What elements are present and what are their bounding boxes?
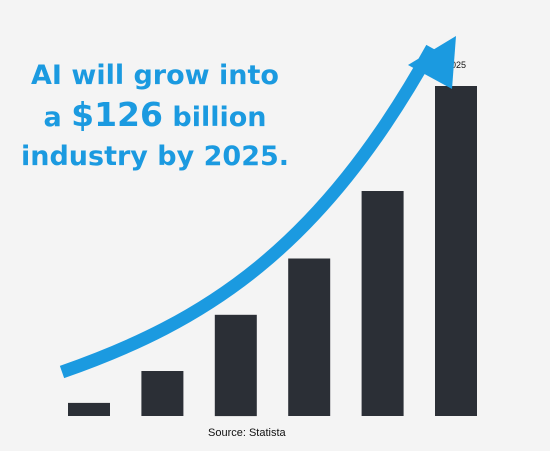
bar-2 bbox=[141, 371, 184, 416]
bar-4 bbox=[288, 258, 331, 416]
bar-5 bbox=[361, 191, 404, 416]
bar-1 bbox=[68, 402, 110, 416]
bar-label-6: 2025 bbox=[446, 60, 466, 70]
headline-line-3: industry by 2025. bbox=[20, 141, 290, 172]
headline-line-2-prefix: a bbox=[43, 102, 72, 133]
headline-line-2-suffix: billion bbox=[162, 102, 267, 133]
bars-group bbox=[68, 86, 477, 417]
bar-3 bbox=[214, 314, 257, 417]
headline-amount: $126 bbox=[71, 95, 163, 134]
headline: AI will grow into a $126 billion industr… bbox=[0, 56, 310, 176]
source-label: Source: Statista bbox=[208, 427, 286, 439]
headline-line-1: AI will grow into bbox=[31, 60, 279, 91]
trend-arrow-icon bbox=[59, 44, 438, 379]
tick-labels-group: 2025 bbox=[446, 60, 466, 70]
headline-line-2: a $126 billion bbox=[0, 95, 310, 137]
bar-6 bbox=[435, 86, 477, 416]
trend-arrow-head-icon bbox=[408, 36, 456, 89]
